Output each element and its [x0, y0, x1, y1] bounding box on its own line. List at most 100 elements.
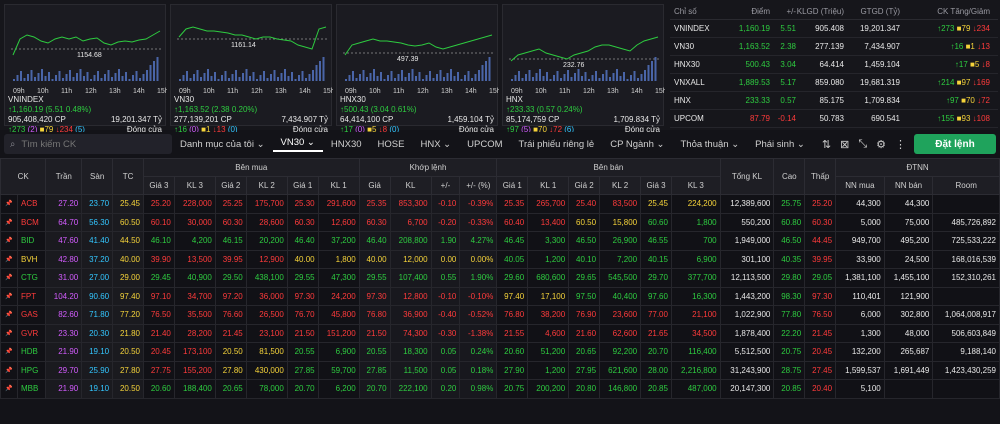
pin-icon[interactable]: 📌: [0, 305, 18, 325]
cell: 21.65: [640, 323, 672, 343]
index-row-hnx[interactable]: HNX 233.33 0.57 85.175 1,709.834 ↑97 ■70 ↓72: [670, 92, 998, 110]
table-row[interactable]: 📌 HPG 29.70 25.90 27.80 27.75 155,200 27.80 430,…: [0, 360, 1000, 380]
mini-chart-vn30[interactable]: 1161.14 09h 10h 11h 12h 13h 14h 15h VN30 ↑1,16…: [170, 4, 333, 134]
excel-export-icon[interactable]: ⊠: [840, 138, 850, 151]
cell: 6,700: [389, 212, 432, 232]
col-header[interactable]: Giá: [358, 176, 391, 195]
table-row[interactable]: 📌 GVR 23.30 20.30 21.80 21.40 28,200 21.45 23,10…: [0, 323, 1000, 343]
col-header-total-volume[interactable]: Tổng KL: [719, 158, 775, 195]
place-order-button[interactable]: Đặt lệnh: [914, 134, 996, 154]
symbol-cell[interactable]: ACB: [16, 194, 47, 214]
col-header[interactable]: NN bán: [883, 176, 934, 195]
index-row-upcom[interactable]: UPCOM 87.79 -0.14 50.783 690.541 ↑155 ■93 ↓10…: [670, 110, 998, 128]
cell: 20.60: [142, 379, 175, 399]
index-row-hnx30[interactable]: HNX30 500.43 3.04 64.414 1,459.104 ↑17 ■5 ↓8: [670, 56, 998, 74]
gear-icon[interactable]: ⚙: [876, 138, 886, 151]
tab-0[interactable]: Danh mục của tôi ⌄: [180, 138, 265, 150]
symbol-cell[interactable]: FPT: [16, 286, 47, 306]
pin-icon[interactable]: 📌: [0, 249, 18, 269]
svg-text:15h: 15h: [655, 88, 665, 95]
col-header[interactable]: +/- (%): [459, 176, 498, 195]
pin-icon[interactable]: 📌: [0, 360, 18, 380]
mini-chart-hnx[interactable]: 232.76 09h 10h 11h 12h 13h 14h 15h HNX ↑233.33…: [502, 4, 665, 134]
cell: 31,243,900: [719, 360, 775, 380]
col-header[interactable]: KL 3: [670, 176, 721, 195]
pin-icon[interactable]: 📌: [0, 194, 18, 214]
tab-1[interactable]: VN30 ⌄: [272, 137, 323, 152]
table-row[interactable]: 📌 CTG 31.00 27.00 29.00 29.45 40,900 29.50 438,1…: [0, 268, 1000, 288]
col-header-reference[interactable]: TC: [112, 158, 144, 195]
index-row-vnindex[interactable]: VNINDEX 1,160.19 5.51 905.408 19,201.347 ↑273…: [670, 20, 998, 38]
index-row-vn30[interactable]: VN30 1,163.52 2.38 277.139 7,434.907 ↑16 ■1 ↓…: [670, 38, 998, 56]
pin-icon[interactable]: 📌: [0, 212, 18, 232]
pin-icon[interactable]: 📌: [0, 323, 18, 343]
col-header[interactable]: KL 1: [527, 176, 570, 195]
symbol-cell[interactable]: CTG: [16, 268, 47, 288]
tab-7[interactable]: CP Ngành ⌄: [610, 138, 665, 150]
col-header[interactable]: Giá 2: [214, 176, 247, 195]
tab-3[interactable]: HOSE: [377, 138, 405, 150]
collapse-icon[interactable]: ⤡: [858, 137, 868, 150]
tab-9[interactable]: Phái sinh ⌄: [755, 138, 805, 150]
table-row[interactable]: 📌 HDB 21.90 19.10 20.50 20.45 173,100 20.50 81,5…: [0, 342, 1000, 362]
tab-6[interactable]: Trái phiếu riêng lẻ: [518, 138, 595, 150]
table-row[interactable]: 📌 BCM 64.70 56.30 60.50 60.10 30,000 60.30 28,60…: [0, 212, 1000, 232]
col-header-symbol[interactable]: CK: [0, 158, 47, 195]
col-header-floor[interactable]: Sàn: [81, 158, 114, 195]
symbol-cell[interactable]: HPG: [16, 360, 47, 380]
table-row[interactable]: 📌 MBB 21.90 19.10 20.50 20.60 188,400 20.65 78,0…: [0, 379, 1000, 399]
col-header[interactable]: KL 3: [173, 176, 216, 195]
tab-4[interactable]: HNX ⌄: [420, 138, 452, 150]
cell: 46.10: [142, 231, 175, 251]
symbol-cell[interactable]: GAS: [16, 305, 47, 325]
table-row[interactable]: 📌 FPT 104.20 90.60 97.40 97.10 34,700 97.20 36,0…: [0, 286, 1000, 306]
symbol-cell[interactable]: MBB: [16, 379, 47, 399]
symbol-cell[interactable]: BCM: [16, 212, 47, 232]
symbol-cell[interactable]: GVR: [16, 323, 47, 343]
index-row-vnxall[interactable]: VNXALL 1,889.53 5.17 859.080 19,681.319 ↑214 …: [670, 74, 998, 92]
col-header[interactable]: Room: [932, 176, 1000, 195]
more-icon[interactable]: ⋮: [895, 138, 906, 151]
col-header[interactable]: KL 2: [245, 176, 288, 195]
cell: 0.05: [430, 360, 461, 380]
tab-5[interactable]: UPCOM: [467, 138, 503, 150]
col-header[interactable]: +/-: [430, 176, 461, 195]
col-header[interactable]: Giá 3: [640, 176, 672, 195]
search-box[interactable]: ⌕: [4, 134, 172, 154]
cell: -0.52%: [459, 305, 498, 325]
cell: 1,800: [670, 212, 721, 232]
pin-icon[interactable]: 📌: [0, 379, 18, 399]
mini-value: ↑1,163.52 (2.38 0.20%): [174, 105, 258, 114]
table-row[interactable]: 📌 BID 47.60 41.40 44.50 46.10 4,200 46.15 20,200…: [0, 231, 1000, 251]
pin-icon[interactable]: 📌: [0, 268, 18, 288]
col-header[interactable]: Giá 1: [496, 176, 529, 195]
table-row[interactable]: 📌 ACB 27.20 23.70 25.45 25.20 228,000 25.25 175,…: [0, 194, 1000, 214]
search-input[interactable]: [21, 138, 162, 150]
cell: 20.40: [804, 379, 837, 399]
mini-chart-vnindex[interactable]: 1154.68 09h 10h 11h 12h 13h 14h 15h VNINDEX ↑1…: [4, 4, 167, 134]
table-row[interactable]: 📌 GAS 82.60 71.80 77.20 76.50 35,500 76.60 26,50…: [0, 305, 1000, 325]
symbol-cell[interactable]: BID: [16, 231, 47, 251]
col-header-low[interactable]: Thấp: [804, 158, 837, 195]
symbol-cell[interactable]: HDB: [16, 342, 47, 362]
sort-icon[interactable]: ⇅: [821, 138, 832, 151]
col-header[interactable]: Giá 1: [286, 176, 319, 195]
index-col-header: CK Tăng/Giảm: [937, 7, 990, 16]
col-header[interactable]: Giá 2: [568, 176, 601, 195]
cell: 24,200: [317, 286, 360, 306]
col-header[interactable]: Giá 3: [142, 176, 175, 195]
pin-icon[interactable]: 📌: [0, 286, 18, 306]
mini-chart-hnx30[interactable]: 497.39 09h 10h 11h 12h 13h 14h 15h HNX30 ↑500.…: [336, 4, 499, 134]
pin-icon[interactable]: 📌: [0, 342, 18, 362]
symbol-cell[interactable]: BVH: [16, 249, 47, 269]
col-header[interactable]: KL 1: [317, 176, 360, 195]
col-header-high[interactable]: Cao: [773, 158, 806, 195]
col-header-ceiling[interactable]: Trần: [45, 158, 83, 195]
pin-icon[interactable]: 📌: [0, 231, 18, 251]
col-header[interactable]: NN mua: [835, 176, 885, 195]
col-header[interactable]: KL: [389, 176, 432, 195]
tab-2[interactable]: HNX30: [330, 138, 362, 150]
tab-8[interactable]: Thỏa thuận ⌄: [680, 138, 740, 150]
col-header[interactable]: KL 2: [599, 176, 642, 195]
table-row[interactable]: 📌 BVH 42.80 37.20 40.00 39.90 13,500 39.95 12,90…: [0, 249, 1000, 269]
